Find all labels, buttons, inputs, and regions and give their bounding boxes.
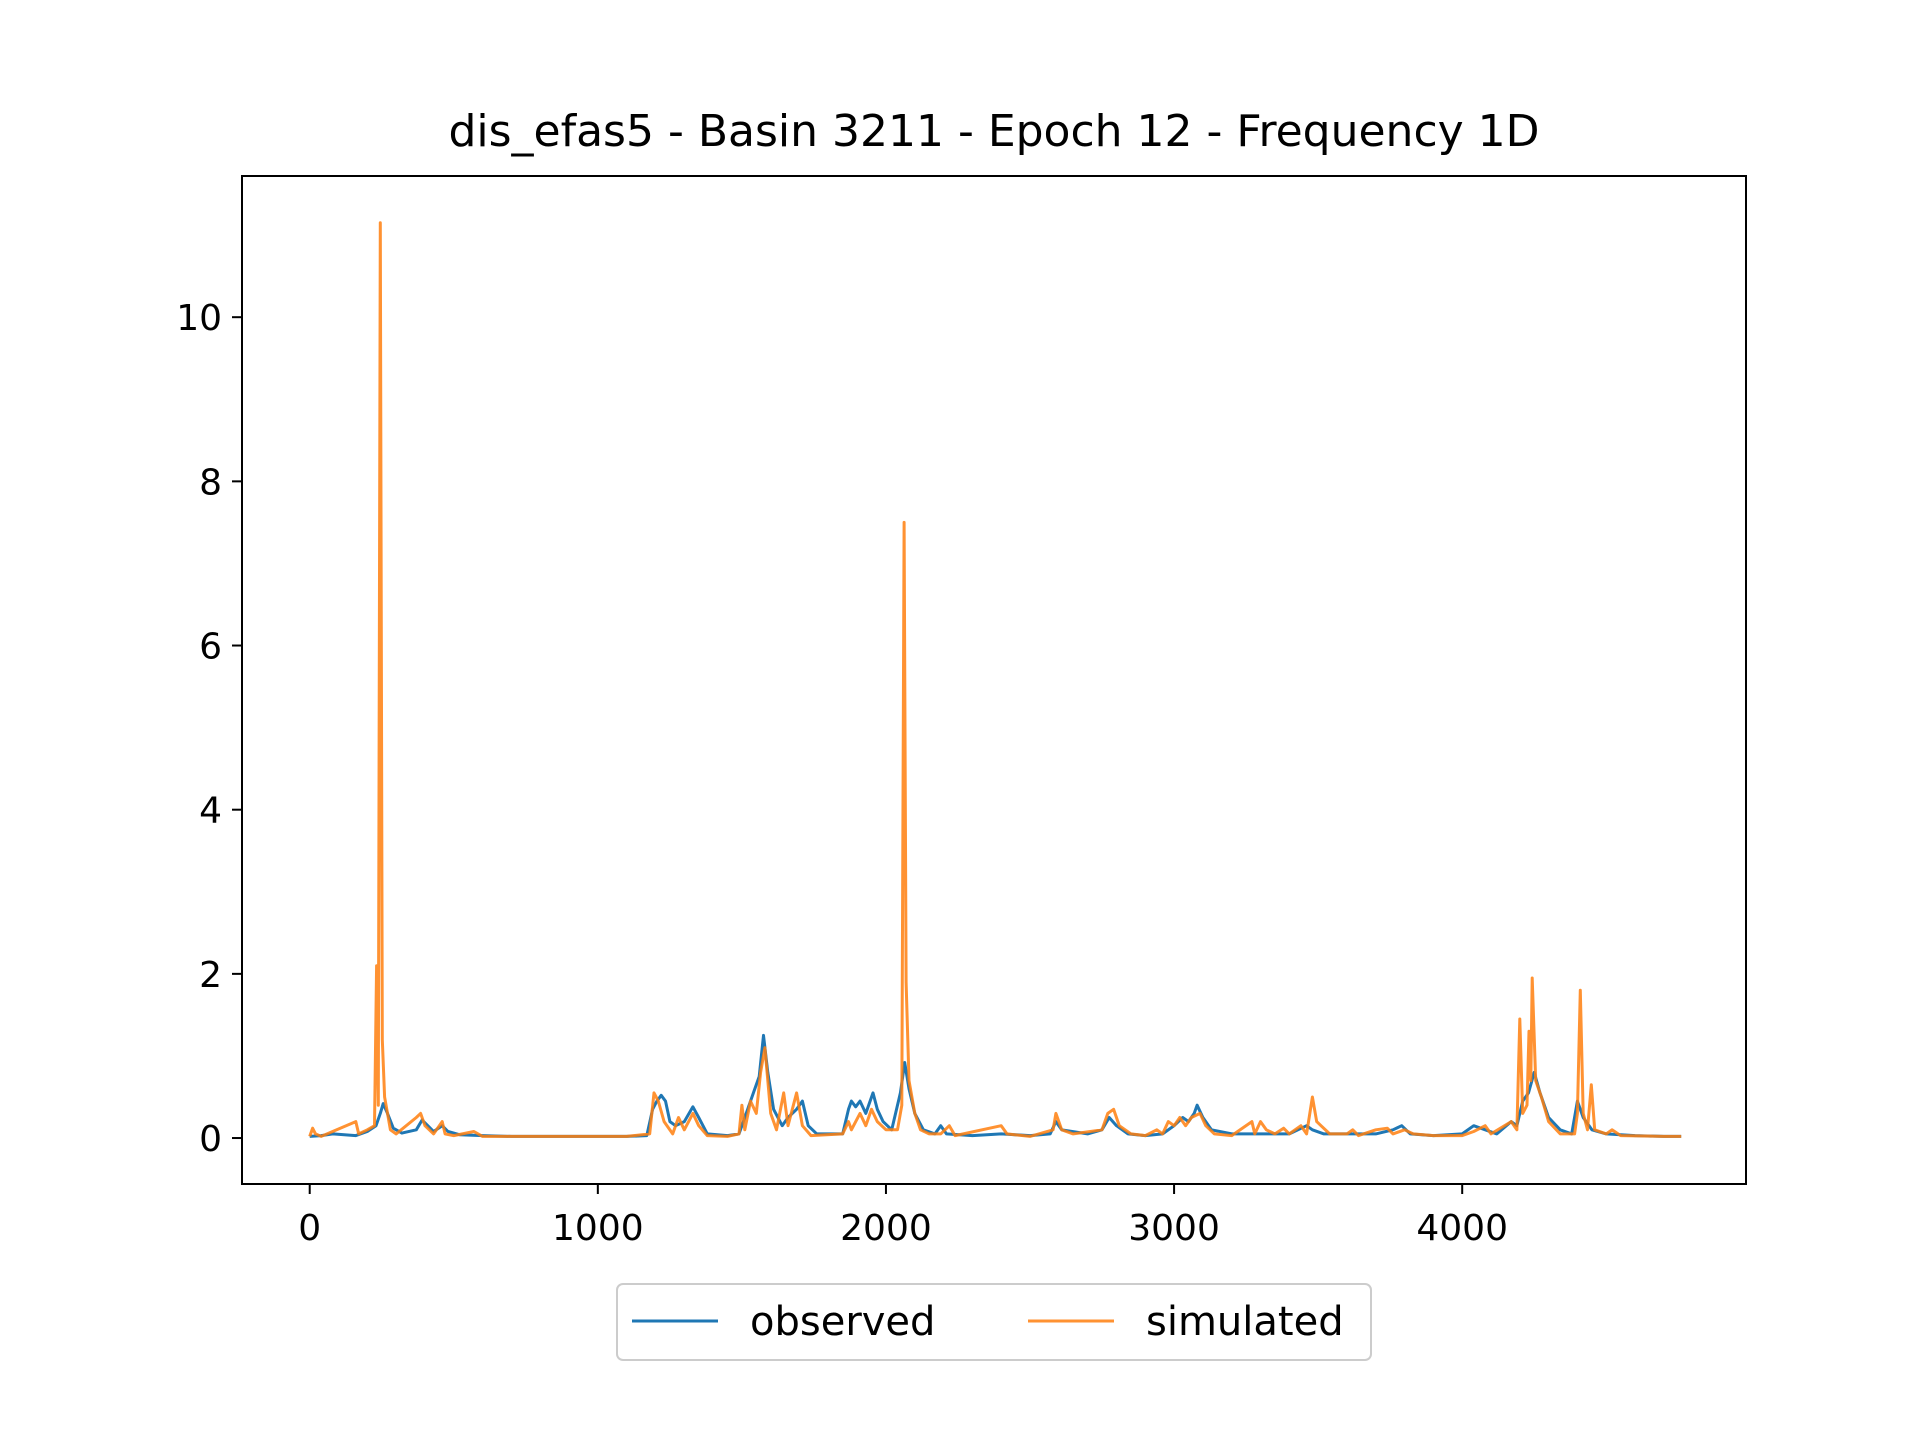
y-tick-label: 6 [199,627,222,668]
x-tick-label: 4000 [1416,1208,1508,1249]
y-tick-label: 8 [199,462,222,503]
series-layer [308,221,1682,1138]
x-tick-label: 3000 [1128,1208,1220,1249]
x-tick-label: 0 [298,1208,321,1249]
y-tick-label: 4 [199,791,222,832]
axes-frame [241,175,1747,1185]
y-tick-label: 2 [199,955,222,996]
legend-label-observed: observed [750,1299,935,1345]
legend: observed simulated [616,1283,1372,1361]
y-tick-label: 10 [176,298,222,339]
y-axis: 0 2 4 6 8 10 [176,298,242,1160]
legend-box [616,1283,1372,1361]
y-tick-label: 0 [199,1119,222,1160]
series-line-simulated [308,221,1682,1138]
x-tick-label: 1000 [552,1208,644,1249]
x-axis: 0 1000 2000 3000 4000 [298,1184,1508,1249]
chart-title: dis_efas5 - Basin 3211 - Epoch 12 - Freq… [448,106,1539,157]
legend-label-simulated: simulated [1146,1299,1344,1345]
x-tick-label: 2000 [840,1208,932,1249]
